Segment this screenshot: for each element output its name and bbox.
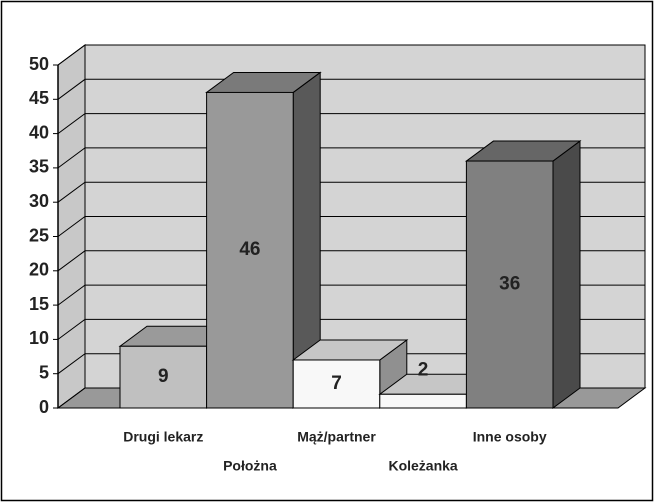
grid-line (57, 318, 645, 340)
y-tick-label: 15 (29, 294, 49, 314)
x-tick-label: Drugi lekarz (123, 429, 203, 445)
grid-line (57, 113, 645, 135)
y-tick-label: 5 (39, 362, 49, 382)
grid-line (57, 78, 645, 100)
bar (465, 160, 554, 409)
value-label: 36 (499, 274, 520, 295)
bar (292, 359, 381, 409)
y-tick-label: 35 (29, 157, 49, 177)
grid-line (57, 216, 645, 237)
bar (206, 91, 294, 409)
y-tick-label: 0 (39, 397, 49, 417)
x-tick-label: Mąż/partner (297, 429, 376, 445)
value-label: 9 (158, 366, 169, 387)
x-tick-label: Inne osoby (473, 429, 547, 445)
grid-line (57, 181, 645, 203)
grid-line (57, 353, 645, 375)
bar-side (552, 140, 581, 409)
value-label: 2 (418, 359, 429, 380)
grid-line (57, 44, 645, 66)
y-tick-label: 50 (29, 54, 49, 74)
y-tick-label: 30 (29, 191, 49, 211)
y-tick-label: 25 (29, 225, 49, 245)
grid-line (57, 284, 645, 306)
value-label: 46 (239, 239, 260, 260)
x-tick-label: Położna (223, 458, 277, 474)
y-tick-label: 20 (29, 260, 49, 280)
value-label: 7 (331, 373, 342, 394)
grid-line (57, 250, 645, 272)
grid-line (57, 147, 645, 169)
y-tick-label: 10 (29, 328, 49, 348)
bar (379, 393, 467, 409)
y-tick-label: 45 (29, 88, 49, 108)
y-tick-label: 40 (29, 122, 49, 142)
x-tick-label: Koleżanka (388, 458, 457, 474)
